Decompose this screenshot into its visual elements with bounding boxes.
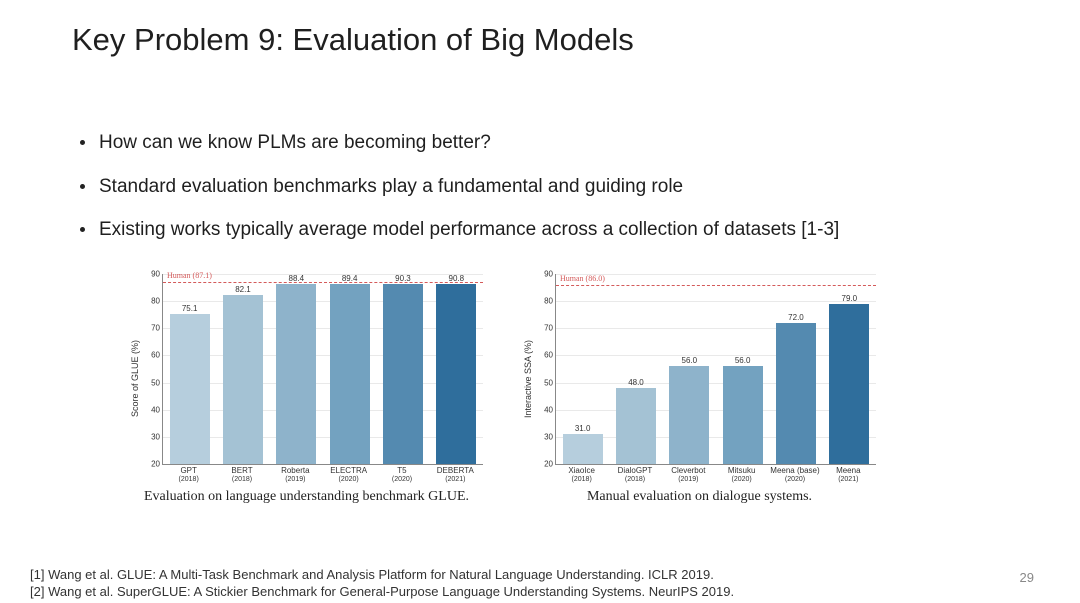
y-tick-label: 80 bbox=[544, 297, 553, 306]
slide: Key Problem 9: Evaluation of Big Models … bbox=[0, 0, 1080, 603]
bar bbox=[563, 434, 603, 464]
y-tick-label: 30 bbox=[151, 432, 160, 441]
y-tick-label: 20 bbox=[151, 460, 160, 469]
chart-right-wrap: Interactive SSA (%)2030405060708090Human… bbox=[523, 274, 876, 505]
bar-value-label: 56.0 bbox=[682, 356, 698, 365]
bar-value-label: 88.4 bbox=[289, 274, 305, 283]
x-tick-label: T5(2020) bbox=[375, 467, 428, 483]
bar bbox=[330, 284, 370, 464]
bar bbox=[223, 295, 263, 464]
chart-left: Score of GLUE (%)2030405060708090Human (… bbox=[130, 274, 483, 483]
reference-line: [2] Wang et al. SuperGLUE: A Stickier Be… bbox=[30, 583, 734, 601]
bar-value-label: 82.1 bbox=[235, 285, 251, 294]
bar-column: 72.0 bbox=[776, 274, 816, 464]
bar-column: 90.3 bbox=[383, 274, 423, 464]
bar-value-label: 90.3 bbox=[395, 274, 411, 283]
chart-right: Interactive SSA (%)2030405060708090Human… bbox=[523, 274, 876, 483]
slide-title: Key Problem 9: Evaluation of Big Models bbox=[72, 22, 634, 58]
x-tick-label: DialoGPT(2018) bbox=[608, 467, 661, 483]
bar bbox=[383, 284, 423, 464]
bar-column: 56.0 bbox=[723, 274, 763, 464]
bullet-text: Existing works typically average model p… bbox=[99, 217, 839, 243]
reference-line: [1] Wang et al. GLUE: A Multi-Task Bench… bbox=[30, 566, 734, 584]
bullet-dot-icon bbox=[80, 227, 85, 232]
bar-value-label: 56.0 bbox=[735, 356, 751, 365]
plot-area: Human (86.0)31.048.056.056.072.079.0 bbox=[555, 274, 876, 465]
y-tick-label: 20 bbox=[544, 460, 553, 469]
chart-left-wrap: Score of GLUE (%)2030405060708090Human (… bbox=[130, 274, 483, 505]
bar bbox=[436, 284, 476, 464]
x-tick-label: BERT(2018) bbox=[215, 467, 268, 483]
bullet-dot-icon bbox=[80, 140, 85, 145]
charts-row: Score of GLUE (%)2030405060708090Human (… bbox=[130, 274, 876, 505]
bar-value-label: 90.8 bbox=[449, 274, 465, 283]
bar-column: 89.4 bbox=[330, 274, 370, 464]
bar-value-label: 89.4 bbox=[342, 274, 358, 283]
x-tick-label: Mitsuku(2020) bbox=[715, 467, 768, 483]
bullet-dot-icon bbox=[80, 184, 85, 189]
y-tick-label: 60 bbox=[151, 351, 160, 360]
bullet-item: How can we know PLMs are becoming better… bbox=[80, 130, 1020, 156]
y-axis-label: Score of GLUE (%) bbox=[130, 340, 140, 417]
y-tick-label: 60 bbox=[544, 351, 553, 360]
y-tick-label: 80 bbox=[151, 297, 160, 306]
bullet-item: Existing works typically average model p… bbox=[80, 217, 1020, 243]
y-tick-label: 40 bbox=[544, 405, 553, 414]
bar-value-label: 48.0 bbox=[628, 378, 644, 387]
y-axis-label: Interactive SSA (%) bbox=[523, 340, 533, 418]
bullet-text: Standard evaluation benchmarks play a fu… bbox=[99, 174, 683, 200]
bar-column: 79.0 bbox=[829, 274, 869, 464]
bar bbox=[170, 314, 210, 464]
x-tick-label: Meena (base)(2020) bbox=[768, 467, 821, 483]
bar-column: 82.1 bbox=[223, 274, 263, 464]
bar-value-label: 72.0 bbox=[788, 313, 804, 322]
page-number: 29 bbox=[1020, 570, 1034, 585]
y-tick-label: 70 bbox=[151, 324, 160, 333]
x-tick-label: ELECTRA(2020) bbox=[322, 467, 375, 483]
x-tick-label: XiaoIce(2018) bbox=[555, 467, 608, 483]
bullet-list: How can we know PLMs are becoming better… bbox=[80, 130, 1020, 261]
y-tick-label: 30 bbox=[544, 432, 553, 441]
chart-right-caption: Manual evaluation on dialogue systems. bbox=[587, 489, 812, 505]
bar bbox=[776, 323, 816, 464]
bar-column: 88.4 bbox=[276, 274, 316, 464]
references: [1] Wang et al. GLUE: A Multi-Task Bench… bbox=[30, 566, 734, 601]
bullet-text: How can we know PLMs are becoming better… bbox=[99, 130, 491, 156]
y-tick-label: 90 bbox=[544, 270, 553, 279]
y-tick-label: 90 bbox=[151, 270, 160, 279]
bar-value-label: 75.1 bbox=[182, 304, 198, 313]
bar bbox=[669, 366, 709, 464]
y-tick-label: 50 bbox=[544, 378, 553, 387]
x-tick-label: DEBERTA(2021) bbox=[429, 467, 482, 483]
x-tick-label: Cleverbot(2019) bbox=[662, 467, 715, 483]
bar-column: 90.8 bbox=[436, 274, 476, 464]
y-tick-label: 70 bbox=[544, 324, 553, 333]
bar bbox=[829, 304, 869, 464]
bar-column: 31.0 bbox=[563, 274, 603, 464]
plot-area: Human (87.1)75.182.188.489.490.390.8 bbox=[162, 274, 483, 465]
bar-column: 75.1 bbox=[170, 274, 210, 464]
bar-value-label: 31.0 bbox=[575, 424, 591, 433]
x-tick-label: Meena(2021) bbox=[822, 467, 875, 483]
bar bbox=[616, 388, 656, 464]
y-tick-label: 50 bbox=[151, 378, 160, 387]
bar-column: 48.0 bbox=[616, 274, 656, 464]
bar-column: 56.0 bbox=[669, 274, 709, 464]
x-tick-label: Roberta(2019) bbox=[269, 467, 322, 483]
chart-left-caption: Evaluation on language understanding ben… bbox=[144, 489, 469, 505]
bar bbox=[276, 284, 316, 464]
bullet-item: Standard evaluation benchmarks play a fu… bbox=[80, 174, 1020, 200]
y-tick-label: 40 bbox=[151, 405, 160, 414]
bar-value-label: 79.0 bbox=[842, 294, 858, 303]
x-tick-label: GPT(2018) bbox=[162, 467, 215, 483]
bar bbox=[723, 366, 763, 464]
